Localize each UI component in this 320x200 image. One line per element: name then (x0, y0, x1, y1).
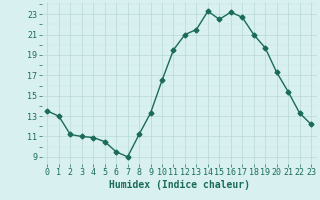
X-axis label: Humidex (Indice chaleur): Humidex (Indice chaleur) (109, 180, 250, 190)
